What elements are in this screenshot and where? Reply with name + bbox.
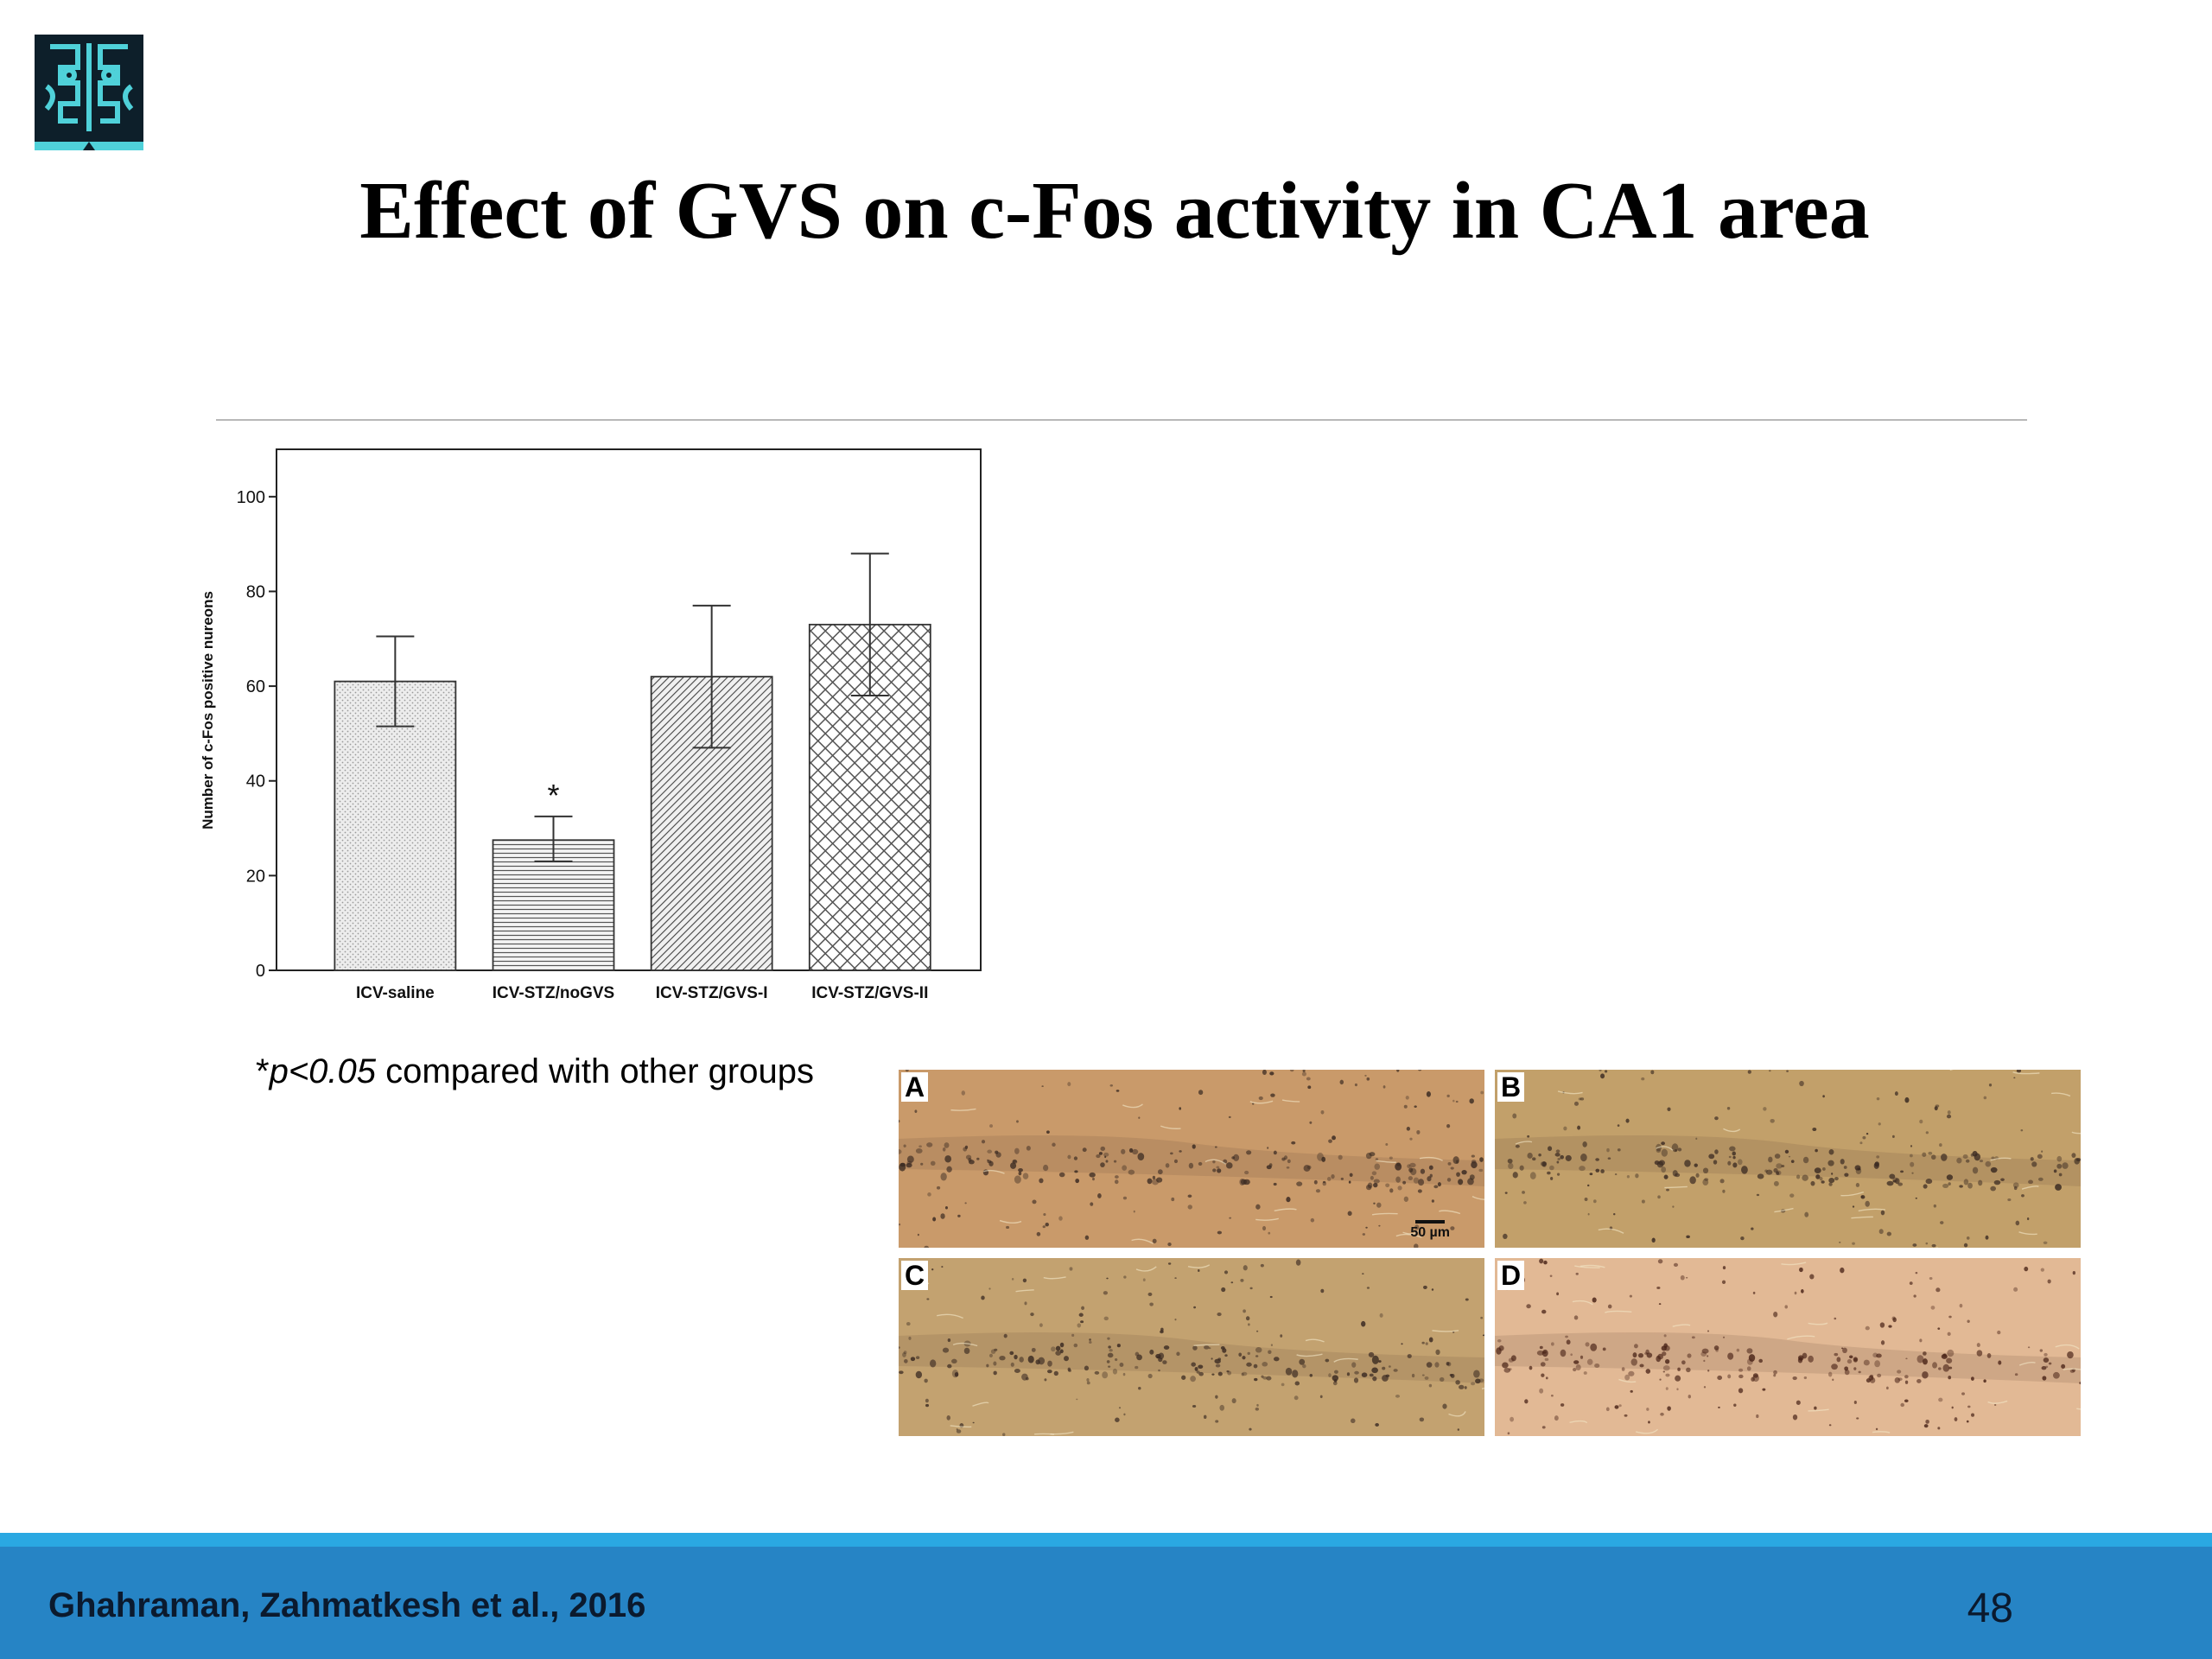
footer-bar bbox=[0, 1547, 2212, 1659]
micrograph-panel-d: D bbox=[1495, 1258, 2081, 1436]
micrograph-image bbox=[899, 1258, 1484, 1436]
footnote-asterisk: * bbox=[256, 1052, 270, 1090]
micrograph-image bbox=[1495, 1070, 2081, 1248]
x-tick-label: ICV-STZ/noGVS bbox=[493, 984, 614, 1002]
footnote-p-value: p<0.05 bbox=[269, 1052, 377, 1090]
micrograph-panel-c: C bbox=[899, 1258, 1484, 1436]
micrograph-grid: A 50 µm B C D bbox=[899, 1070, 2081, 1437]
plot-frame bbox=[276, 448, 982, 971]
micrograph-panel-a: A 50 µm bbox=[899, 1070, 1484, 1248]
y-tick-label: 80 bbox=[246, 582, 265, 601]
y-tick-label: 20 bbox=[246, 867, 265, 886]
scale-bar-label: 50 µm bbox=[1410, 1225, 1450, 1240]
micrograph-image bbox=[1495, 1258, 2081, 1436]
footnote-text: compared with other groups bbox=[376, 1052, 814, 1090]
title-divider bbox=[216, 419, 2027, 421]
bar-chart: Number of c-Fos positive nureons 0 20 40 60… bbox=[200, 448, 982, 1002]
panel-label: B bbox=[1497, 1072, 1525, 1102]
panel-label: C bbox=[901, 1261, 929, 1290]
significance-marker: * bbox=[547, 778, 559, 813]
x-tick-label: ICV-STZ/GVS-II bbox=[811, 984, 928, 1002]
micrograph-image bbox=[899, 1070, 1484, 1248]
footer-accent-stripe bbox=[0, 1533, 2212, 1547]
micrograph-panel-b: B bbox=[1495, 1070, 2081, 1248]
y-tick-label: 0 bbox=[256, 962, 265, 981]
panel-label: A bbox=[901, 1072, 929, 1102]
slide-title: Effect of GVS on c-Fos activity in CA1 a… bbox=[359, 166, 1870, 256]
page-number: 48 bbox=[1967, 1586, 2013, 1631]
y-tick-label: 100 bbox=[237, 488, 265, 507]
y-axis-label: Number of c-Fos positive nureons bbox=[200, 591, 216, 830]
bar bbox=[334, 680, 457, 971]
logo-emblem-icon bbox=[35, 35, 143, 150]
scale-bar: 50 µm bbox=[1410, 1220, 1450, 1241]
y-tick-label: 40 bbox=[246, 772, 265, 791]
y-tick-label: 60 bbox=[246, 677, 265, 696]
x-tick-label: ICV-saline bbox=[356, 984, 435, 1002]
scale-bar-line bbox=[1415, 1220, 1446, 1224]
significance-footnote: *p<0.05 compared with other groups bbox=[256, 1052, 814, 1091]
citation: Ghahraman, Zahmatkesh et al., 2016 bbox=[48, 1586, 646, 1624]
panel-label: D bbox=[1497, 1261, 1525, 1290]
x-tick-label: ICV-STZ/GVS-I bbox=[656, 984, 768, 1002]
